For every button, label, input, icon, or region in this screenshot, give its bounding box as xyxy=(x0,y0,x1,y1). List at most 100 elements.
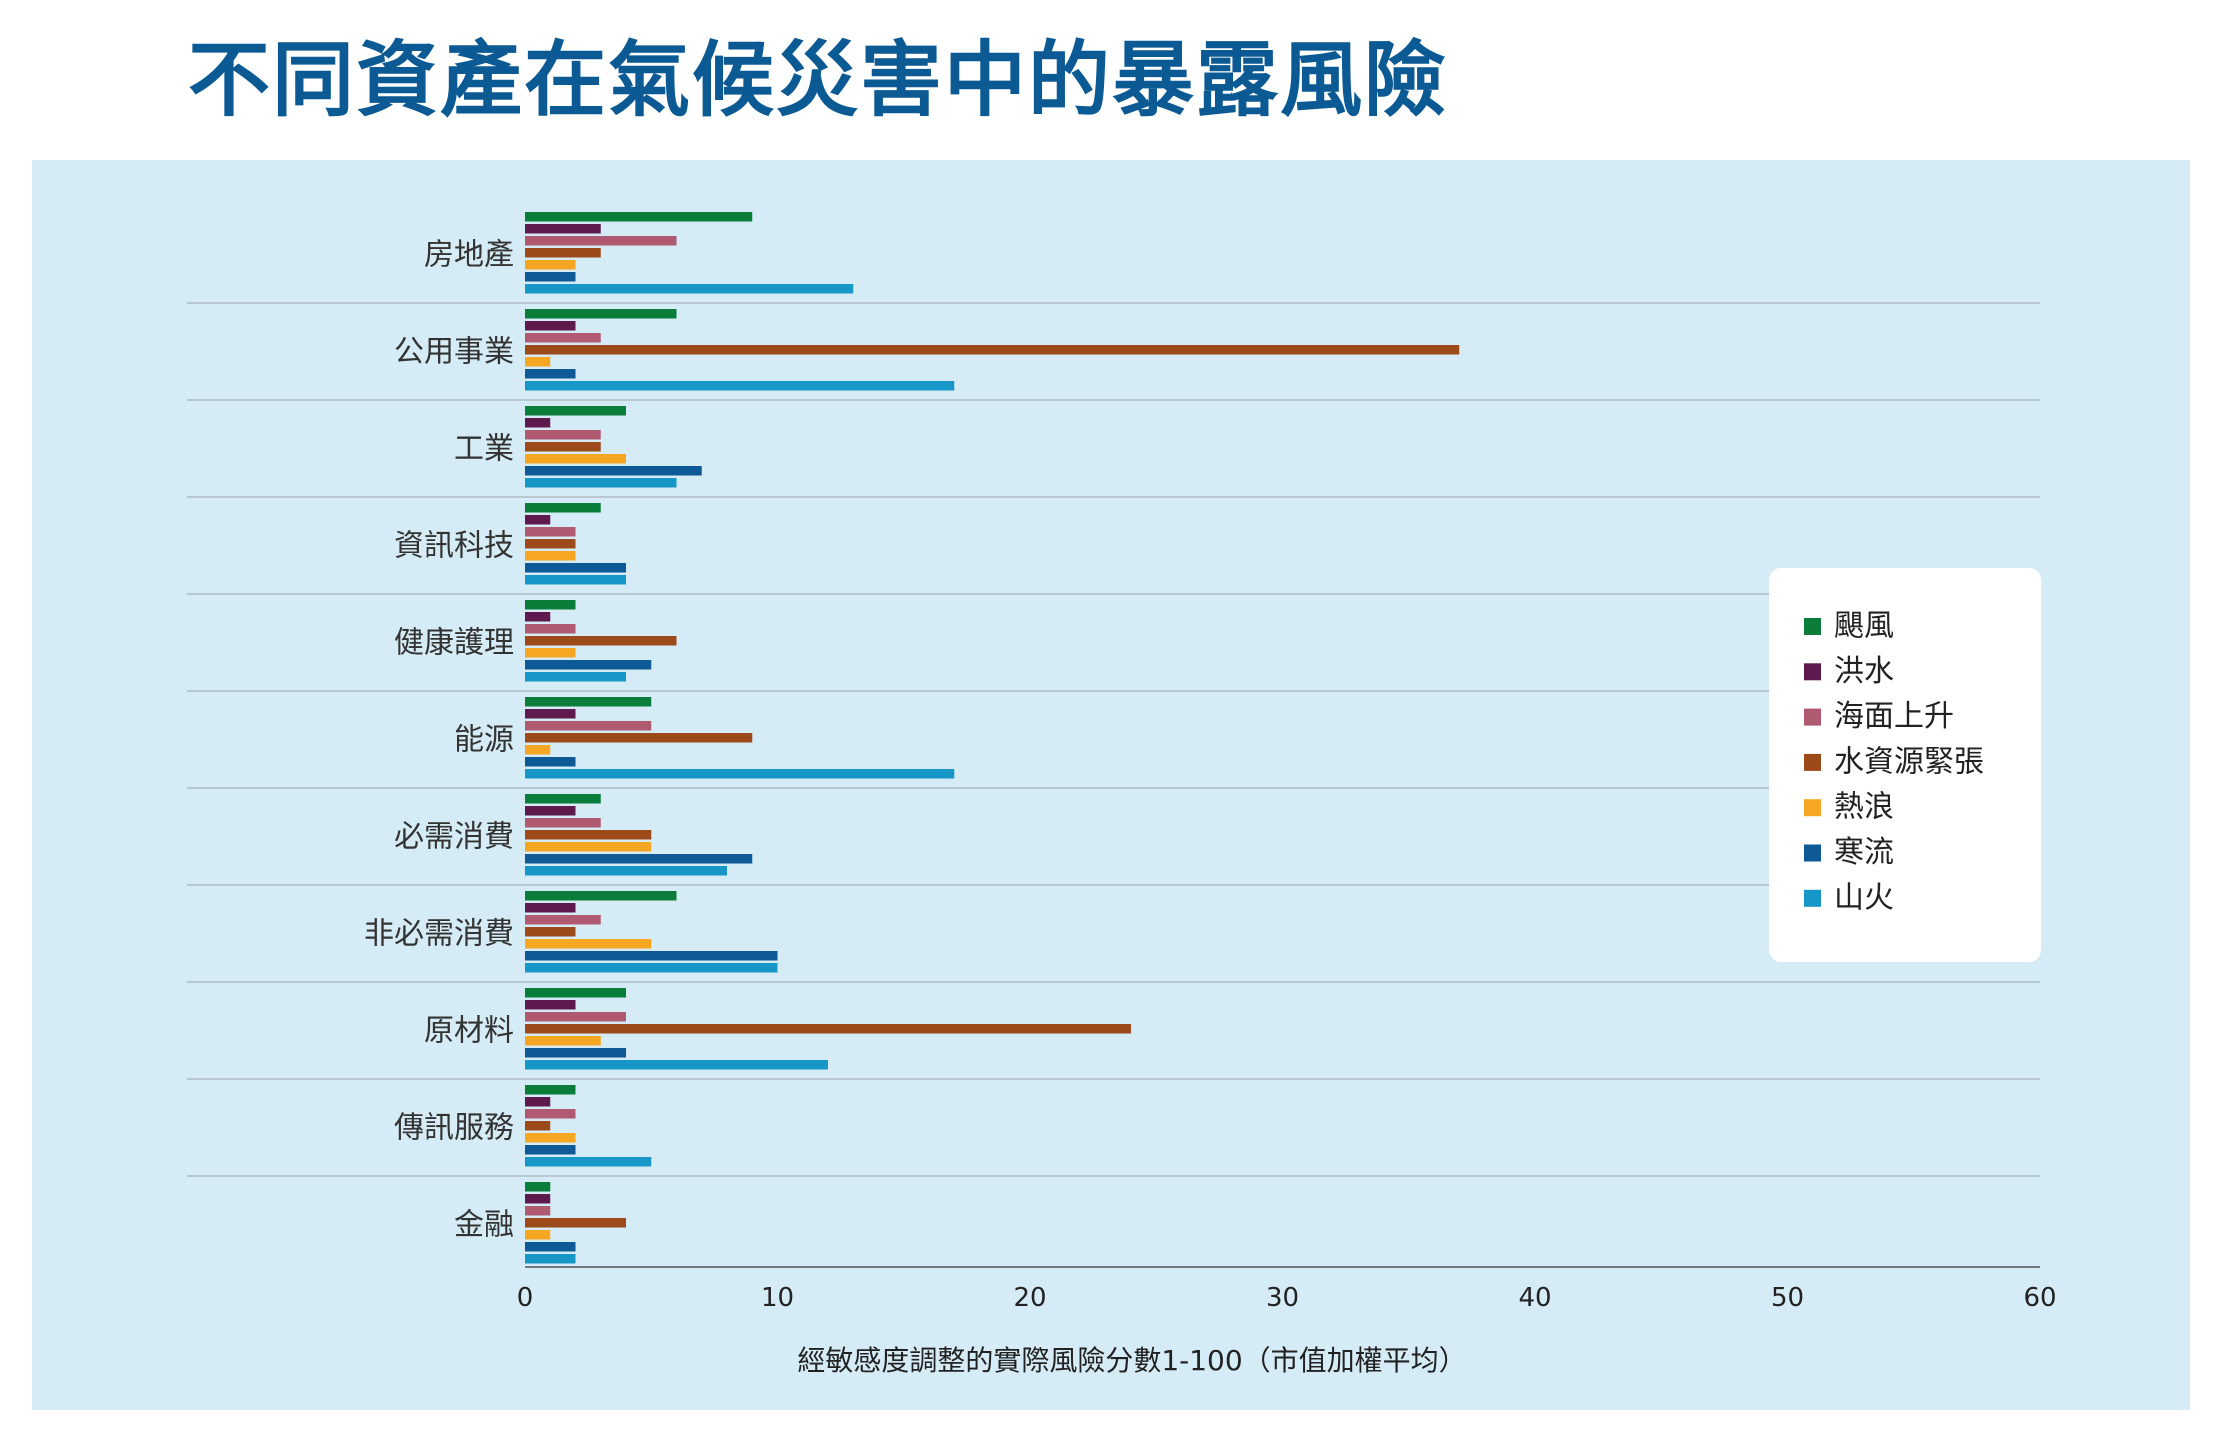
bar xyxy=(525,818,601,828)
bar xyxy=(525,806,576,816)
bar xyxy=(525,418,551,428)
legend-label: 海面上升 xyxy=(1834,699,1954,734)
category-label: 公用事業 xyxy=(394,335,514,370)
bar xyxy=(525,466,702,476)
bar xyxy=(525,988,626,998)
bar xyxy=(525,321,576,331)
bar xyxy=(525,539,576,549)
category-label: 健康護理 xyxy=(394,626,514,661)
bar xyxy=(525,1097,551,1107)
bar xyxy=(525,745,551,755)
bar xyxy=(525,612,551,622)
category-label: 原材料 xyxy=(424,1014,514,1049)
legend-swatch xyxy=(1804,844,1821,862)
bar xyxy=(525,842,652,852)
bar xyxy=(525,697,652,707)
x-tick-label: 10 xyxy=(761,1283,794,1313)
x-tick-label: 50 xyxy=(1771,1283,1804,1313)
legend-item: 洪水 xyxy=(1804,654,1894,689)
legend-item: 寒流 xyxy=(1804,835,1894,870)
category-group xyxy=(525,1182,626,1264)
bar xyxy=(525,333,601,343)
bar xyxy=(525,709,576,719)
category-group xyxy=(525,503,626,585)
bar xyxy=(525,406,626,416)
bar xyxy=(525,636,677,646)
bar xyxy=(525,733,753,743)
x-tick-label: 40 xyxy=(1518,1283,1551,1313)
bar xyxy=(525,1024,1131,1034)
bar xyxy=(525,648,576,658)
bar xyxy=(525,1230,551,1240)
legend-item: 海面上升 xyxy=(1804,699,1954,734)
bar xyxy=(525,309,677,319)
bar xyxy=(525,903,576,913)
bar xyxy=(525,757,576,767)
bar xyxy=(525,1145,576,1155)
category-label: 金融 xyxy=(454,1208,514,1243)
category-group xyxy=(525,891,778,973)
category-group xyxy=(525,1085,652,1167)
bar xyxy=(525,381,955,391)
bar xyxy=(525,794,601,804)
x-tick-label: 20 xyxy=(1013,1283,1046,1313)
category-group xyxy=(525,697,955,779)
category-label: 傳訊服務 xyxy=(394,1111,514,1146)
bar xyxy=(525,527,576,537)
legend-box xyxy=(1769,568,2041,962)
bar xyxy=(525,660,652,670)
bar xyxy=(525,963,778,973)
legend-item: 山火 xyxy=(1804,880,1894,915)
bar xyxy=(525,236,677,246)
bar xyxy=(525,551,576,561)
category-group xyxy=(525,406,702,488)
bar xyxy=(525,951,778,961)
bar xyxy=(525,503,601,513)
bar xyxy=(525,430,601,440)
bar xyxy=(525,721,652,731)
category-label: 必需消費 xyxy=(394,820,514,855)
legend-label: 洪水 xyxy=(1834,654,1894,689)
legend-swatch xyxy=(1804,889,1821,907)
legend-swatch xyxy=(1804,708,1821,726)
category-label: 資訊科技 xyxy=(394,529,514,564)
legend-item: 水資源緊張 xyxy=(1804,744,1984,779)
x-tick-label: 0 xyxy=(517,1283,534,1313)
category-group xyxy=(525,309,1460,391)
legend-label: 熱浪 xyxy=(1834,790,1894,825)
bar xyxy=(525,1206,551,1216)
legend-swatch xyxy=(1804,618,1821,635)
x-axis-ticks: 0 10 20 30 40 50 60 xyxy=(517,1283,2057,1313)
bar xyxy=(525,357,551,367)
bar xyxy=(525,769,955,779)
bar xyxy=(525,1194,551,1204)
bar xyxy=(525,1218,626,1228)
bar xyxy=(525,939,652,949)
bar xyxy=(525,1121,551,1131)
bar xyxy=(525,1157,652,1167)
bar xyxy=(525,260,576,270)
bar xyxy=(525,1133,576,1143)
legend-item: 颶風 xyxy=(1804,609,1894,644)
x-tick-label: 30 xyxy=(1266,1283,1299,1313)
bar xyxy=(525,1254,576,1264)
bars-layer xyxy=(525,212,1460,1264)
category-group xyxy=(525,794,753,876)
bar xyxy=(525,563,626,573)
bar xyxy=(525,1060,828,1070)
bar xyxy=(525,212,753,222)
page-title: 不同資產在氣候災害中的暴露風險 xyxy=(188,33,1449,128)
category-label: 非必需消費 xyxy=(364,917,514,952)
bar xyxy=(525,1109,576,1119)
bar xyxy=(525,927,576,937)
category-label: 能源 xyxy=(454,723,514,758)
bar xyxy=(525,624,576,634)
x-tick-label: 60 xyxy=(2023,1283,2056,1313)
legend-label: 寒流 xyxy=(1834,835,1894,870)
bar xyxy=(525,830,652,840)
category-group xyxy=(525,600,677,682)
bar xyxy=(525,1048,626,1058)
bar xyxy=(525,272,576,282)
bar xyxy=(525,345,1460,355)
